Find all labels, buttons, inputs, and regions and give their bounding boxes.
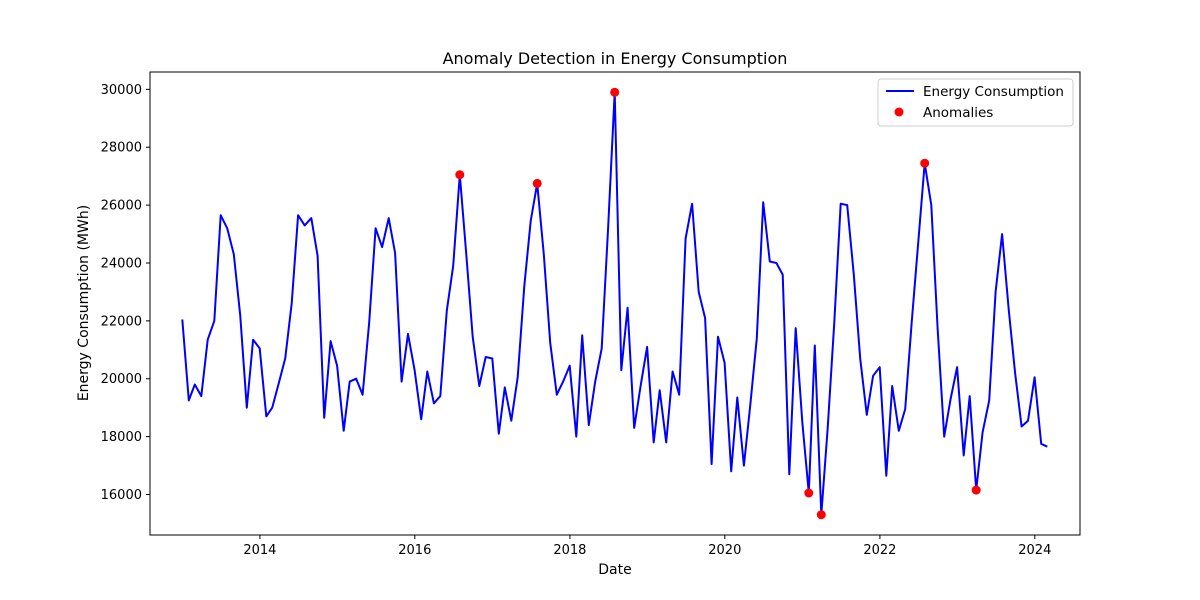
plot-area — [181, 87, 1048, 520]
chart-title: Anomaly Detection in Energy Consumption — [443, 49, 788, 68]
y-tick-label: 30000 — [101, 83, 142, 98]
energy-consumption-line — [181, 91, 1048, 516]
anomaly-point — [610, 87, 620, 97]
legend-label: Energy Consumption — [923, 84, 1064, 100]
y-tick-label: 24000 — [101, 256, 142, 271]
y-tick-label: 18000 — [101, 430, 142, 445]
legend-marker-swatch — [894, 107, 904, 117]
x-tick-label: 2020 — [708, 543, 741, 558]
y-axis-title: Energy Consumption (MWh) — [76, 205, 92, 401]
legend: Energy Consumption Anomalies — [877, 78, 1074, 127]
anomaly-point — [816, 510, 826, 520]
x-tick-label: 2016 — [398, 543, 431, 558]
legend-label: Anomalies — [923, 105, 993, 121]
y-tick-label: 16000 — [101, 488, 142, 503]
y-tick-label: 28000 — [101, 141, 142, 156]
y-axis: 16000 18000 20000 22000 24000 26000 28000 30000 — [101, 83, 150, 503]
legend-box — [877, 78, 1074, 127]
plot-frame — [149, 71, 1081, 536]
x-tick-label: 2022 — [863, 543, 896, 558]
x-axis-title: Date — [598, 562, 631, 578]
y-tick-label: 22000 — [101, 314, 142, 329]
anomaly-point — [804, 488, 814, 498]
anomaly-point — [532, 178, 542, 188]
y-tick-label: 26000 — [101, 199, 142, 214]
anomaly-point — [971, 485, 981, 495]
x-tick-label: 2014 — [243, 543, 276, 558]
x-axis: 2014 2016 2018 2020 2022 2024 — [243, 535, 1051, 558]
x-tick-label: 2024 — [1018, 543, 1051, 558]
y-tick-label: 20000 — [101, 372, 142, 387]
anomaly-point — [455, 170, 465, 180]
anomaly-point — [920, 158, 930, 168]
x-tick-label: 2018 — [553, 543, 586, 558]
